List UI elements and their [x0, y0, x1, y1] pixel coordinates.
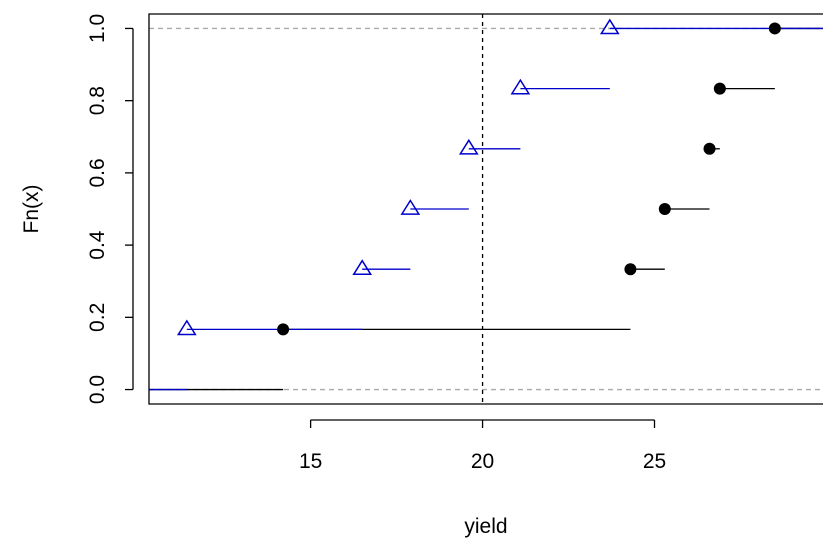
- data-point-circle: [768, 22, 781, 35]
- data-point-circle: [713, 82, 726, 95]
- y-tick-label: 0.6: [86, 158, 109, 187]
- y-tick-label: 0.4: [86, 230, 109, 260]
- x-tick-label: 15: [299, 450, 322, 473]
- y-axis-label: Fn(x): [20, 185, 43, 234]
- y-tick-label: 0.0: [86, 375, 109, 404]
- data-point-triangle: [352, 259, 373, 276]
- x-tick-label: 20: [471, 450, 494, 473]
- x-tick-label: 25: [643, 450, 666, 473]
- data-points: [176, 18, 781, 336]
- x-axis-label: yield: [464, 515, 507, 538]
- reference-lines: [149, 14, 823, 404]
- axes: 15 20 25 0.0 0.2 0.4 0.6 0.8 1.0: [86, 14, 666, 473]
- data-point-circle: [658, 203, 671, 215]
- y-tick-label: 0.8: [86, 86, 109, 115]
- y-tick-label: 1.0: [86, 14, 109, 43]
- plot-frame: [148, 13, 823, 405]
- data-point-circle: [624, 263, 637, 276]
- data-point-circle: [703, 142, 716, 155]
- data-point-triangle: [510, 78, 531, 95]
- data-point-triangle: [176, 319, 197, 336]
- data-point-triangle: [599, 18, 620, 35]
- data-point-triangle: [458, 138, 479, 155]
- y-tick-label: 0.2: [86, 303, 109, 332]
- step-lines: [149, 27, 823, 391]
- data-point-circle: [277, 323, 290, 336]
- data-point-triangle: [400, 199, 421, 215]
